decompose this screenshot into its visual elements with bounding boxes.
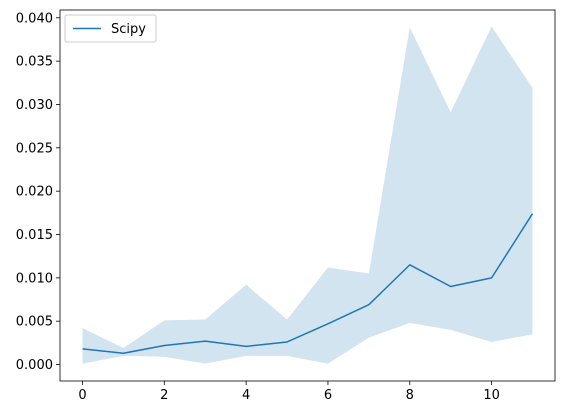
legend-label: Scipy (111, 22, 146, 37)
x-tick-label: 4 (242, 388, 250, 403)
y-tick-label: 0.015 (16, 228, 53, 243)
y-tick-label: 0.030 (16, 98, 53, 113)
y-axis-ticks: 0.000 0.005 0.010 0.015 0.020 0.025 0.030 0.035… (16, 11, 60, 373)
y-tick-label: 0.040 (16, 11, 53, 26)
y-tick-label: 0.000 (16, 358, 53, 373)
y-tick-label: 0.020 (16, 185, 53, 200)
x-tick-label: 8 (406, 388, 414, 403)
legend-frame (64, 14, 157, 43)
confidence-band (82, 26, 533, 364)
y-tick-label: 0.025 (16, 141, 53, 156)
y-tick-label: 0.010 (16, 271, 53, 286)
plot-frame (59, 9, 556, 382)
confidence-band-layer (82, 26, 533, 364)
series-line-layer (82, 213, 534, 355)
axes (59, 9, 556, 382)
y-tick-label: 0.005 (16, 315, 53, 330)
x-axis-ticks: 0 2 4 6 8 10 (78, 381, 500, 403)
x-tick-label: 0 (78, 388, 86, 403)
x-tick-label: 10 (483, 388, 500, 403)
x-tick-label: 2 (160, 388, 168, 403)
series-line-scipy (82, 213, 534, 355)
y-tick-label: 0.035 (16, 55, 53, 70)
x-tick-label: 6 (324, 388, 332, 403)
legend: Scipy (64, 14, 157, 43)
